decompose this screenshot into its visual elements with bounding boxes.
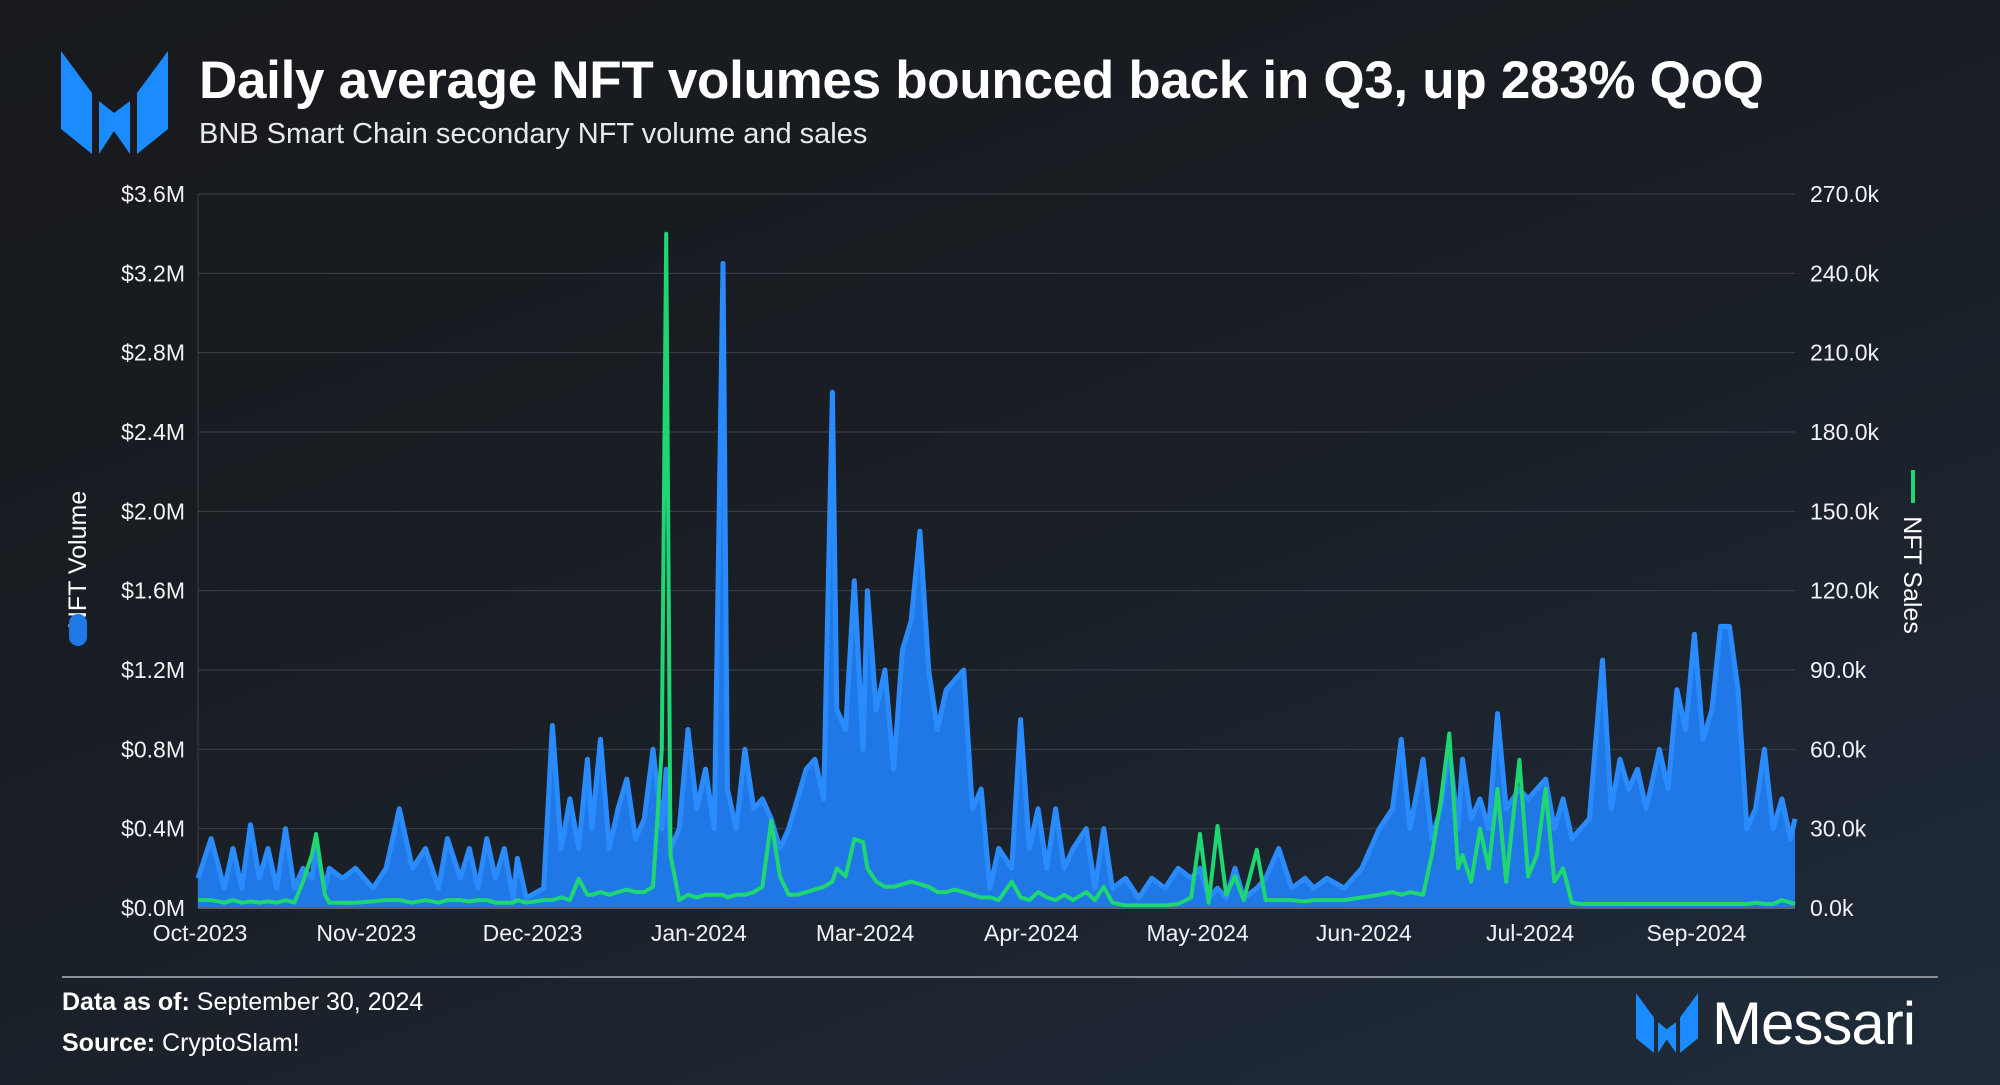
right-tick-label: 180.0k [1810,419,1880,445]
volume-legend-marker [69,614,87,646]
x-tick-label: Mar-2024 [816,920,915,946]
left-axis-ticks: $0.0M $0.4M $0.8M $1.2M $1.6M $2.0M $2.4M $2.8M… [121,181,185,921]
gridlines [197,193,1795,908]
right-tick-label: 210.0k [1810,340,1880,366]
left-tick-label: $0.4M [121,816,185,842]
source-value: CryptoSlam! [162,1029,300,1057]
x-tick-label: Oct-2023 [153,920,248,946]
left-tick-label: $2.0M [121,498,185,524]
x-tick-label: Jan-2024 [651,920,747,946]
x-tick-label: Jun-2024 [1316,920,1412,946]
right-tick-label: 120.0k [1810,578,1880,604]
right-axis-ticks: 0.0k 30.0k 60.0k 90.0k 120.0k 150.0k 180.0k 210… [1810,181,1880,921]
left-tick-label: $3.2M [121,260,185,286]
chart-title: Daily average NFT volumes bounced back i… [199,51,1764,110]
right-axis-title: NFT Sales [1898,516,1926,634]
footer-divider [62,976,1938,978]
left-tick-label: $3.6M [121,181,185,207]
left-tick-label: $2.8M [121,340,185,366]
messari-logo-icon [61,51,168,154]
messari-brand-icon [1636,993,1698,1053]
x-tick-label: Apr-2024 [984,920,1079,946]
x-axis-ticks: Oct-2023 Nov-2023 Dec-2023 Jan-2024 Mar-2024… [153,920,1747,946]
data-as-of: Data as of: September 30, 2024 [62,988,423,1017]
right-tick-label: 270.0k [1810,181,1880,207]
left-axis-title: NFT Volume [64,491,92,629]
left-tick-label: $0.0M [121,895,185,921]
data-as-of-label: Data as of: [62,988,190,1016]
right-tick-label: 90.0k [1810,657,1867,683]
volume-line [195,260,1798,901]
right-tick-label: 0.0k [1810,895,1854,921]
x-tick-label: Nov-2023 [316,920,416,946]
right-tick-label: 240.0k [1810,260,1880,286]
x-tick-label: Sep-2024 [1646,920,1746,946]
x-tick-label: Jul-2024 [1486,920,1574,946]
right-tick-label: 60.0k [1810,736,1867,762]
right-tick-label: 150.0k [1810,498,1880,524]
x-tick-label: Dec-2023 [483,920,583,946]
source: Source: CryptoSlam! [62,1029,300,1058]
left-tick-label: $1.6M [121,578,185,604]
data-as-of-value: September 30, 2024 [196,988,424,1016]
left-tick-label: $2.4M [121,419,185,445]
source-label: Source: [62,1029,156,1057]
messari-brand: Messari [1636,990,1916,1057]
chart-subtitle: BNB Smart Chain secondary NFT volume and… [199,118,868,150]
volume-area [198,263,1795,908]
brand-name: Messari [1712,989,1916,1057]
sales-legend-marker [1911,470,1915,503]
right-tick-label: 30.0k [1810,816,1867,842]
left-tick-label: $1.2M [121,657,185,683]
left-tick-label: $0.8M [121,736,185,762]
x-tick-label: May-2024 [1146,920,1248,946]
sales-line [198,231,1796,908]
